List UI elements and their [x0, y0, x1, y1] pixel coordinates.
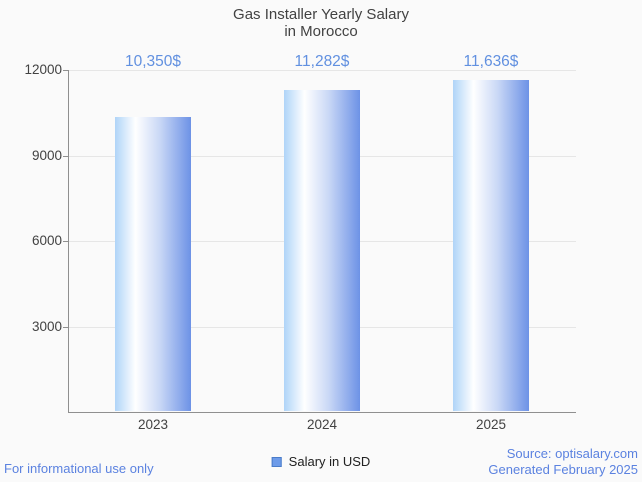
generated-line: Generated February 2025: [488, 461, 638, 477]
value-label-2023: 10,350$: [124, 53, 182, 70]
y-axis-line: [68, 70, 69, 412]
value-label-2025: 11,636$: [463, 53, 519, 70]
bar-2024[interactable]: [284, 90, 360, 411]
disclaimer-text: For informational use only: [4, 461, 154, 476]
legend-label: Salary in USD: [288, 454, 371, 469]
gridline-12000: [69, 70, 576, 71]
value-label-2024: 11,282$: [294, 53, 350, 70]
y-axis-label: 12000: [24, 62, 62, 77]
bar-2025[interactable]: [453, 80, 529, 411]
y-axis-label: 6000: [31, 233, 62, 248]
y-axis-tick: [63, 327, 68, 328]
chart-title-line1: Gas Installer Yearly Salary: [233, 6, 409, 23]
y-axis-label: 9000: [31, 148, 62, 163]
x-axis-label-2025: 2025: [475, 417, 507, 432]
x-axis-line: [68, 412, 576, 413]
legend-swatch-icon: [271, 456, 282, 467]
chart-title-line2: in Morocco: [284, 23, 358, 40]
y-axis-tick: [63, 156, 68, 157]
y-axis-tick: [63, 241, 68, 242]
x-axis-label-2024: 2024: [306, 417, 338, 432]
source-note: Source: optisalary.com Generated Februar…: [488, 446, 638, 477]
bar-2023[interactable]: [115, 117, 191, 411]
legend[interactable]: Salary in USD: [271, 454, 371, 469]
y-axis-label: 3000: [31, 319, 62, 334]
source-line: Source: optisalary.com: [506, 446, 638, 461]
x-axis-label-2023: 2023: [137, 417, 169, 432]
chart-title: Gas Installer Yearly Salary in Morocco: [0, 6, 642, 40]
y-axis-tick: [63, 70, 68, 71]
